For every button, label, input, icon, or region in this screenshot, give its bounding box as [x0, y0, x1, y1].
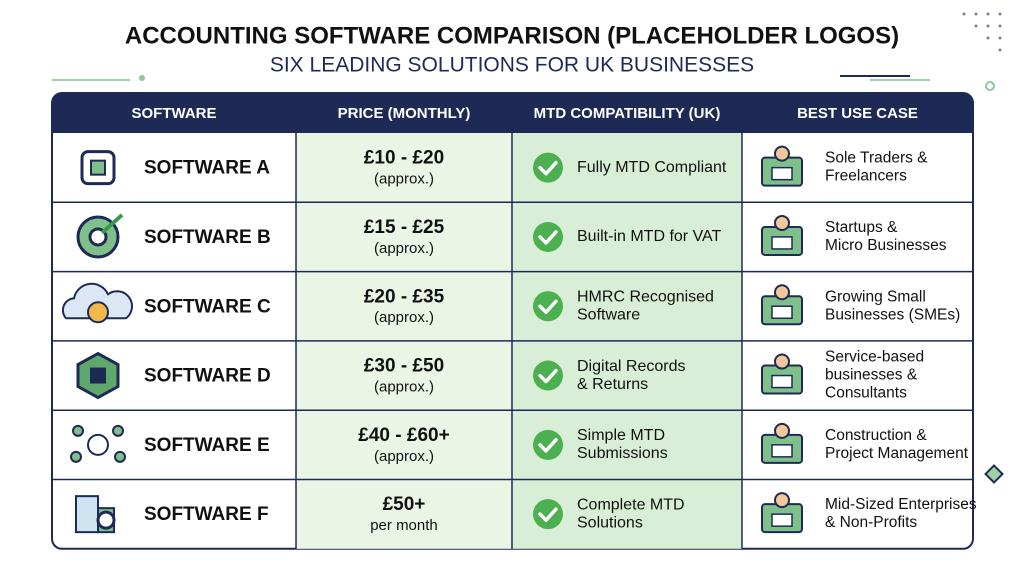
software-logo	[76, 213, 124, 259]
mtd-text: Software	[577, 306, 640, 323]
check-icon	[533, 499, 563, 530]
check-mark	[538, 368, 558, 384]
use-case-text: Startups &	[825, 219, 898, 236]
software-name: SOFTWARE E	[144, 435, 270, 456]
use-case-text: Construction &	[825, 427, 927, 444]
column-header: SOFTWARE	[132, 105, 217, 122]
column-header: BEST USE CASE	[797, 105, 918, 122]
software-name: SOFTWARE A	[144, 158, 270, 179]
price-note: (approx.)	[374, 240, 434, 257]
check-icon	[533, 360, 563, 391]
software-logo	[75, 495, 116, 534]
use-case-text: Freelancers	[825, 168, 907, 185]
price-note: (approx.)	[374, 171, 434, 188]
software-logo	[76, 351, 120, 400]
mtd-text: Fully MTD Compliant	[577, 159, 727, 176]
use-case-icon	[761, 145, 803, 187]
use-case-text: & Non-Profits	[825, 514, 917, 531]
use-case-text: Sole Traders &	[825, 150, 928, 167]
mtd-text: Solutions	[577, 514, 643, 531]
column-header: PRICE (MONTHLY)	[338, 105, 471, 122]
deco-dot	[985, 81, 995, 91]
software-logo	[80, 150, 116, 186]
price-note: (approx.)	[374, 448, 434, 465]
price-note: per month	[370, 517, 438, 534]
software-logo	[61, 282, 133, 324]
price-range: £15 - £25	[364, 217, 445, 238]
software-name: SOFTWARE B	[144, 227, 271, 248]
mtd-text: Complete MTD	[577, 496, 685, 513]
use-case-text: Micro Businesses	[825, 237, 947, 254]
subtitle: SIX LEADING SOLUTIONS FOR UK BUSINESSES	[270, 54, 754, 77]
software-name: SOFTWARE D	[144, 366, 271, 387]
use-case-icon	[761, 214, 803, 256]
dot-pattern	[962, 12, 1002, 52]
use-case-text: Consultants	[825, 385, 907, 402]
use-case-icon	[761, 284, 803, 326]
mtd-text: HMRC Recognised	[577, 288, 714, 305]
check-mark	[538, 160, 558, 176]
mtd-text: Built-in MTD for VAT	[577, 228, 722, 245]
price-range: £50+	[383, 494, 426, 515]
use-case-text: Growing Small	[825, 288, 926, 305]
price-range: £10 - £20	[364, 148, 444, 169]
use-case-text: businesses &	[825, 367, 918, 384]
mtd-text: Submissions	[577, 445, 668, 462]
use-case-text: Mid-Sized Enterprises	[825, 496, 977, 513]
price-range: £20 - £35	[364, 286, 445, 307]
use-case-text: Businesses (SMEs)	[825, 306, 960, 323]
check-icon	[533, 221, 563, 252]
use-case-icon	[761, 492, 803, 534]
check-icon	[533, 291, 563, 322]
software-logo	[70, 424, 126, 463]
check-mark	[538, 507, 558, 522]
use-case-text: Service-based	[825, 349, 924, 366]
deco-dot	[139, 75, 145, 81]
title: ACCOUNTING SOFTWARE COMPARISON (PLACEHOL…	[125, 22, 899, 49]
mtd-text: Simple MTD	[577, 427, 665, 444]
use-case-text: Project Management	[825, 445, 969, 462]
check-mark	[538, 299, 558, 314]
price-range: £30 - £50	[364, 356, 444, 377]
software-name: SOFTWARE C	[144, 296, 271, 317]
check-mark	[538, 230, 558, 245]
column-header: MTD COMPATIBILITY (UK)	[534, 105, 721, 122]
price-note: (approx.)	[374, 309, 434, 326]
check-icon	[533, 429, 563, 460]
software-name: SOFTWARE F	[144, 504, 269, 525]
check-icon	[533, 152, 563, 183]
check-mark	[538, 438, 558, 453]
price-note: (approx.)	[374, 379, 434, 396]
mtd-text: Digital Records	[577, 358, 685, 375]
comparison-table: SOFTWARE PRICE (MONTHLY) MTD COMPATIBILITY…	[51, 92, 977, 550]
use-case-icon	[761, 422, 803, 464]
price-range: £40 - £60+	[358, 425, 449, 446]
mtd-text: & Returns	[577, 376, 648, 393]
deco-diamond	[984, 464, 1004, 484]
use-case-icon	[761, 353, 803, 395]
